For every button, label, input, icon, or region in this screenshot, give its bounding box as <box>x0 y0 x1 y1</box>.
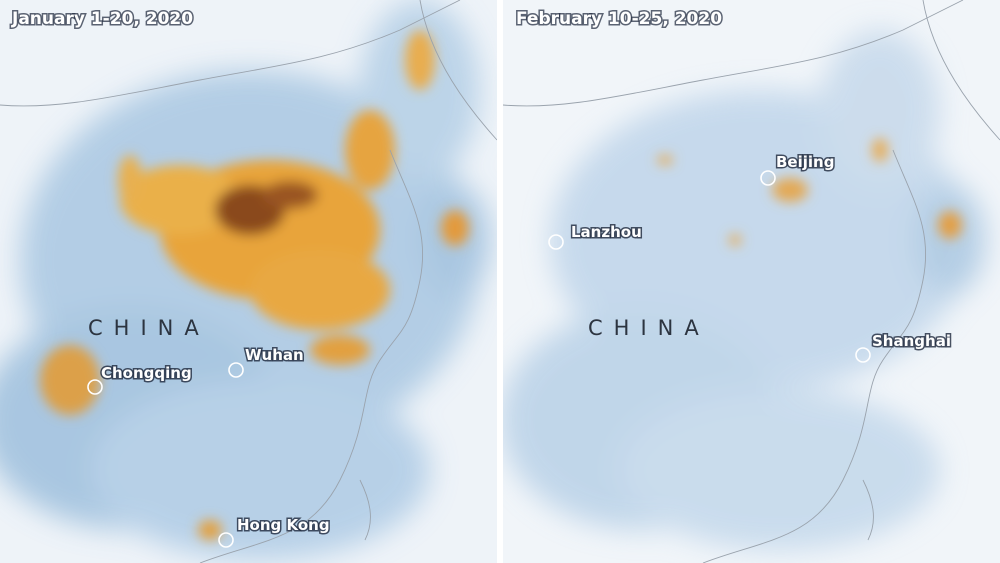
city-marker <box>218 532 234 548</box>
border <box>503 0 964 107</box>
panel-left <box>0 0 497 563</box>
city-marker <box>228 362 244 378</box>
country-label: CHINA <box>588 316 710 340</box>
taiwan <box>862 479 874 541</box>
border <box>922 0 1000 141</box>
border <box>0 0 461 107</box>
country-label: CHINA <box>88 316 210 340</box>
city-label: Shanghai <box>872 332 951 350</box>
panel-title: February 10-25, 2020 <box>516 9 722 29</box>
border <box>419 0 497 141</box>
city-marker <box>87 379 103 395</box>
divider <box>497 0 503 563</box>
panel-right <box>503 0 1000 563</box>
coastline <box>702 149 927 563</box>
coastline <box>199 149 424 563</box>
city-marker <box>760 170 776 186</box>
city-marker <box>548 234 564 250</box>
city-label: Hong Kong <box>237 516 330 534</box>
city-label: Chongqing <box>101 364 192 382</box>
city-label: Lanzhou <box>571 223 642 241</box>
panel-title: January 1-20, 2020 <box>11 9 193 29</box>
city-label: Beijing <box>776 153 834 171</box>
city-label: Wuhan <box>245 346 304 364</box>
taiwan <box>359 479 371 541</box>
city-marker <box>855 347 871 363</box>
